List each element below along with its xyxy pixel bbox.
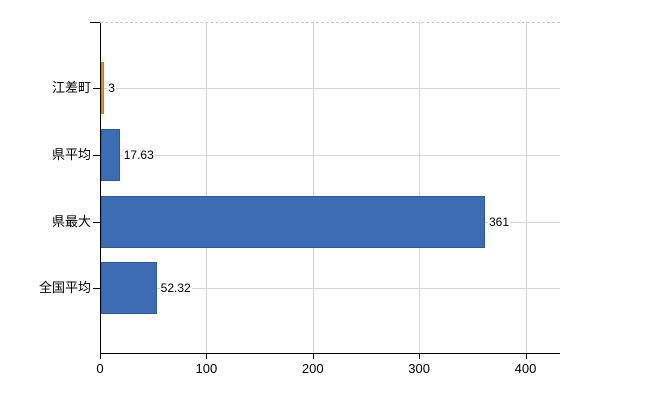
value-label: 52.32 [159,281,192,295]
category-label: 全国平均 [38,280,91,295]
category-label: 県最大 [51,213,91,229]
x-tick-label: 100 [195,361,218,376]
y-axis-tick [93,221,100,223]
category-label: 江差町 [51,80,91,95]
x-tick-label: 400 [514,361,537,376]
x-tick-label: 200 [301,361,324,376]
y-axis-tick [93,155,100,156]
horizontal-gridline [100,155,560,156]
bar [101,195,485,248]
value-label: 17.63 [122,148,155,162]
x-tick-label: 0 [96,361,104,376]
vertical-gridline [525,22,527,353]
x-tick-label: 300 [408,361,430,376]
value-label: 361 [488,214,511,229]
vertical-gridline [206,22,208,353]
bar [101,62,105,114]
y-axis-line [100,22,101,354]
bar [101,262,157,314]
x-axis-tick [312,353,314,359]
bar [101,129,120,181]
value-label: 3 [107,81,116,95]
category-label: 県平均 [51,147,91,162]
x-axis-tick [206,353,208,359]
x-axis-line [100,353,560,354]
x-axis-tick [100,353,101,359]
x-axis-tick [419,353,421,359]
y-axis-end-tick [90,22,100,23]
horizontal-gridline [100,288,560,289]
plot-top-border [100,22,560,23]
x-axis-tick [525,353,527,359]
y-axis-tick [93,288,100,289]
y-axis-tick [93,88,100,89]
vertical-gridline [419,22,421,353]
vertical-gridline [312,22,314,353]
horizontal-gridline [100,88,560,89]
